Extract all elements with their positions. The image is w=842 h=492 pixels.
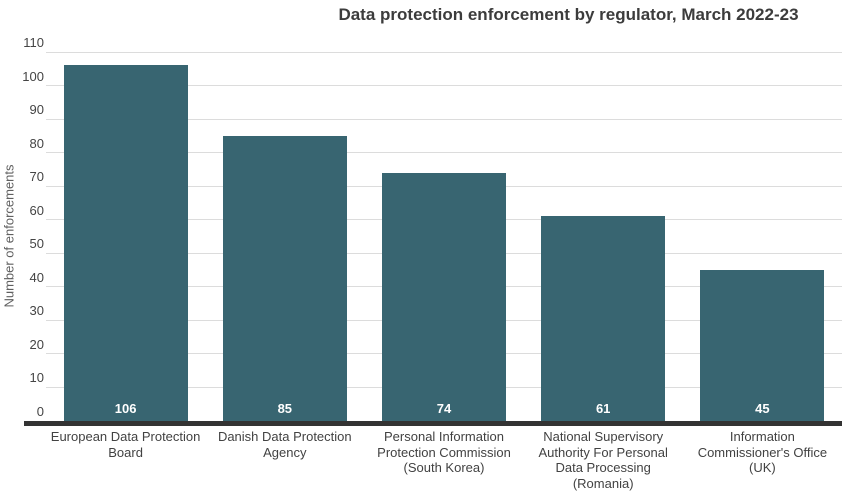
- x-category-label-line: Agency: [263, 444, 307, 460]
- x-category-label-line: Information: [729, 429, 795, 444]
- x-axis-line: [24, 421, 842, 426]
- x-category-label-line: Commissioner's Office: [697, 444, 828, 460]
- bar-value-label: 85: [277, 400, 293, 416]
- x-category-label-line: Authority For Personal: [538, 444, 668, 460]
- bar-value-label: 61: [595, 400, 611, 416]
- x-category-label: National Supervisory Authority For Person…: [524, 429, 683, 491]
- x-category-label: European Data Protection Board: [46, 429, 205, 460]
- x-category-label-line: Data Processing: [555, 460, 651, 475]
- y-tick-label: 0: [36, 404, 44, 419]
- bar-value-label: 74: [436, 400, 452, 416]
- y-tick-label: 20: [29, 336, 44, 352]
- chart-title: Data protection enforcement by regulator…: [338, 5, 799, 24]
- x-category-label-line: (Romania): [572, 475, 634, 491]
- y-tick-label: 60: [29, 202, 44, 218]
- x-category-label: Personal Information Protection Commissio…: [364, 429, 523, 476]
- bar-value-label: 106: [114, 400, 137, 416]
- y-tick-label: 100: [22, 68, 44, 84]
- x-category-label-line: (UK): [749, 460, 776, 475]
- y-tick-label: 40: [29, 269, 44, 285]
- x-category-label: Danish Data Protection Agency: [205, 429, 364, 460]
- y-tick-label: 80: [29, 135, 44, 151]
- x-category-label-line: National Supervisory: [543, 429, 664, 444]
- y-tick-label: 110: [23, 35, 44, 50]
- y-tick-label: 90: [29, 102, 44, 118]
- gridline: [46, 85, 842, 87]
- x-category-label-line: Board: [108, 444, 143, 460]
- gridline: [46, 118, 842, 120]
- y-axis-title: Number of enforcements: [1, 164, 17, 308]
- x-category-label-line: Danish Data Protection: [217, 429, 352, 444]
- bar-value-label: 45: [755, 400, 770, 416]
- gridline: [46, 152, 842, 154]
- x-category-label-line: (South Korea): [403, 460, 485, 475]
- y-tick-label: 30: [29, 303, 44, 319]
- gridline: [46, 51, 842, 53]
- bar-2: 85: [222, 135, 347, 421]
- y-tick-label: 50: [29, 236, 44, 252]
- bar-4: 61: [541, 216, 666, 421]
- y-tick-label: 70: [29, 169, 44, 185]
- bar-1: 106: [63, 65, 188, 421]
- bar-5: 45: [700, 270, 825, 421]
- x-category-label-line: Protection Commission: [377, 444, 511, 460]
- x-category-label-line: European Data Protection: [50, 429, 201, 444]
- bar-3: 74: [382, 172, 506, 421]
- x-category-label: Information Commissioner's Office (UK): [683, 429, 842, 476]
- y-tick-label: 10: [29, 370, 44, 386]
- x-category-label-line: Personal Information: [384, 429, 504, 444]
